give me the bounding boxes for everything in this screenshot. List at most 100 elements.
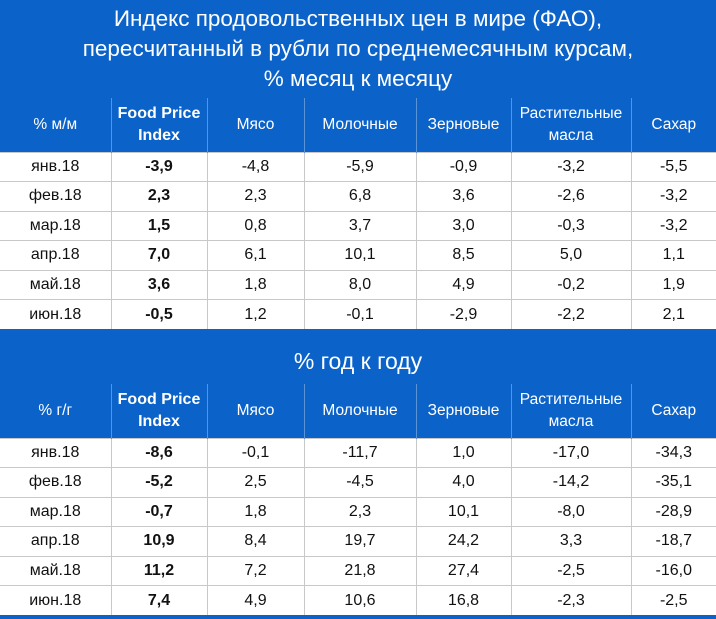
row-label: апр.18 <box>0 240 112 270</box>
food-price-index-cell: 1,5 <box>111 210 208 241</box>
table-cell: 1,1 <box>631 240 716 270</box>
food-price-index-cell: -8,6 <box>111 437 208 468</box>
food-price-index-cell: -0,7 <box>111 496 208 527</box>
table-cell: 5,0 <box>511 240 632 270</box>
table-cell: 1,2 <box>207 299 305 329</box>
table-cell: 24,2 <box>416 526 512 556</box>
table-cell: 1,8 <box>207 269 305 300</box>
table-cell: -35,1 <box>631 467 716 497</box>
table-cell: -5,5 <box>631 151 716 182</box>
table-header-row: % г/г Food Price Index Мясо Молочные Зерновы… <box>0 384 716 438</box>
row-label: фев.18 <box>0 467 112 497</box>
table-cell: 16,8 <box>416 585 512 615</box>
table-cell: -3,2 <box>511 151 632 182</box>
column-header: Сахар <box>631 98 716 152</box>
section-title-year-over-year: % год к году <box>293 348 423 374</box>
table-cell: -2,5 <box>511 555 632 586</box>
table-cell: -4,5 <box>304 467 417 497</box>
table-cell: -2,9 <box>416 299 512 329</box>
table-cell: 8,0 <box>304 269 417 300</box>
table-row: июн.18 7,4 4,9 10,6 16,8 -2,3 -2,5 <box>0 585 716 615</box>
row-label: янв.18 <box>0 437 112 468</box>
table-cell: 2,5 <box>207 467 305 497</box>
table-cell: -3,2 <box>631 210 716 241</box>
table-cell: -3,2 <box>631 181 716 211</box>
table-cell: 2,3 <box>207 181 305 211</box>
table-cell: 2,3 <box>304 496 417 527</box>
table-row: янв.18 -8,6 -0,1 -11,7 1,0 -17,0 -34,3 <box>0 437 716 468</box>
column-header: Мясо <box>207 384 305 438</box>
table-row: мар.18 1,5 0,8 3,7 3,0 -0,3 -3,2 <box>0 210 716 241</box>
title-line-2: пересчитанный в рубли по среднемесячным … <box>82 36 634 61</box>
table-cell: 4,9 <box>207 585 305 615</box>
table-row: июн.18 -0,5 1,2 -0,1 -2,9 -2,2 2,1 <box>0 299 716 329</box>
column-header: Зерновые <box>416 384 512 438</box>
table-cell: -2,5 <box>631 585 716 615</box>
column-header: Растительные масла <box>511 384 632 438</box>
table-cell: -28,9 <box>631 496 716 527</box>
table-cell: 0,8 <box>207 210 305 241</box>
table-cell: 1,8 <box>207 496 305 527</box>
column-header: % м/м <box>0 98 112 152</box>
table-row: апр.18 10,9 8,4 19,7 24,2 3,3 -18,7 <box>0 526 716 556</box>
table-cell: -2,3 <box>511 585 632 615</box>
table-cell: 6,1 <box>207 240 305 270</box>
column-header: Растительные масла <box>511 98 632 152</box>
row-label: фев.18 <box>0 181 112 211</box>
table-row: мар.18 -0,7 1,8 2,3 10,1 -8,0 -28,9 <box>0 496 716 527</box>
table-header-row: % м/м Food Price Index Мясо Молочные Зерновы… <box>0 98 716 152</box>
table-cell: 8,4 <box>207 526 305 556</box>
table-cell: 21,8 <box>304 555 417 586</box>
table-cell: -17,0 <box>511 437 632 468</box>
table-cell: -2,6 <box>511 181 632 211</box>
table-cell: 4,9 <box>416 269 512 300</box>
table-row: фев.18 2,3 2,3 6,8 3,6 -2,6 -3,2 <box>0 181 716 211</box>
table-cell: 10,1 <box>416 496 512 527</box>
table-cell: 3,0 <box>416 210 512 241</box>
table-cell: 3,6 <box>416 181 512 211</box>
table-cell: -0,9 <box>416 151 512 182</box>
table-cell: 1,0 <box>416 437 512 468</box>
table-cell: 1,9 <box>631 269 716 300</box>
food-price-index-cell: 10,9 <box>111 526 208 556</box>
column-header: % г/г <box>0 384 112 438</box>
row-label: май.18 <box>0 269 112 300</box>
column-header: Молочные <box>304 384 417 438</box>
row-label: янв.18 <box>0 151 112 182</box>
table-cell: 10,1 <box>304 240 417 270</box>
column-header: Сахар <box>631 384 716 438</box>
table-row: май.18 3,6 1,8 8,0 4,9 -0,2 1,9 <box>0 269 716 300</box>
column-header: Молочные <box>304 98 417 152</box>
row-label: июн.18 <box>0 299 112 329</box>
row-label: апр.18 <box>0 526 112 556</box>
row-label: мар.18 <box>0 210 112 241</box>
page-title: Индекс продовольственных цен в мире (ФАО… <box>0 0 716 98</box>
row-label: июн.18 <box>0 585 112 615</box>
table-cell: -8,0 <box>511 496 632 527</box>
table-year-over-year: % г/г Food Price Index Мясо Молочные Зерновы… <box>0 384 716 615</box>
food-price-index-cell: 7,4 <box>111 585 208 615</box>
table-cell: 2,1 <box>631 299 716 329</box>
row-label: мар.18 <box>0 496 112 527</box>
table-row: апр.18 7,0 6,1 10,1 8,5 5,0 1,1 <box>0 240 716 270</box>
food-price-index-cell: 2,3 <box>111 181 208 211</box>
table-cell: 4,0 <box>416 467 512 497</box>
title-line-3: % месяц к месяцу <box>263 66 453 91</box>
column-header: Зерновые <box>416 98 512 152</box>
table-month-over-month: % м/м Food Price Index Мясо Молочные Зерновы… <box>0 98 716 329</box>
table-cell: -0,1 <box>207 437 305 468</box>
table-cell: -34,3 <box>631 437 716 468</box>
table-cell: -14,2 <box>511 467 632 497</box>
food-price-index-cell: 11,2 <box>111 555 208 586</box>
food-price-index-cell: -0,5 <box>111 299 208 329</box>
food-price-index-cell: -3,9 <box>111 151 208 182</box>
table-cell: -16,0 <box>631 555 716 586</box>
table-cell: -5,9 <box>304 151 417 182</box>
food-price-index-cell: 3,6 <box>111 269 208 300</box>
table-cell: -11,7 <box>304 437 417 468</box>
table-cell: -0,3 <box>511 210 632 241</box>
table-row: фев.18 -5,2 2,5 -4,5 4,0 -14,2 -35,1 <box>0 467 716 497</box>
table-cell: -0,1 <box>304 299 417 329</box>
table-row: май.18 11,2 7,2 21,8 27,4 -2,5 -16,0 <box>0 555 716 586</box>
title-line-1: Индекс продовольственных цен в мире (ФАО… <box>113 6 603 31</box>
